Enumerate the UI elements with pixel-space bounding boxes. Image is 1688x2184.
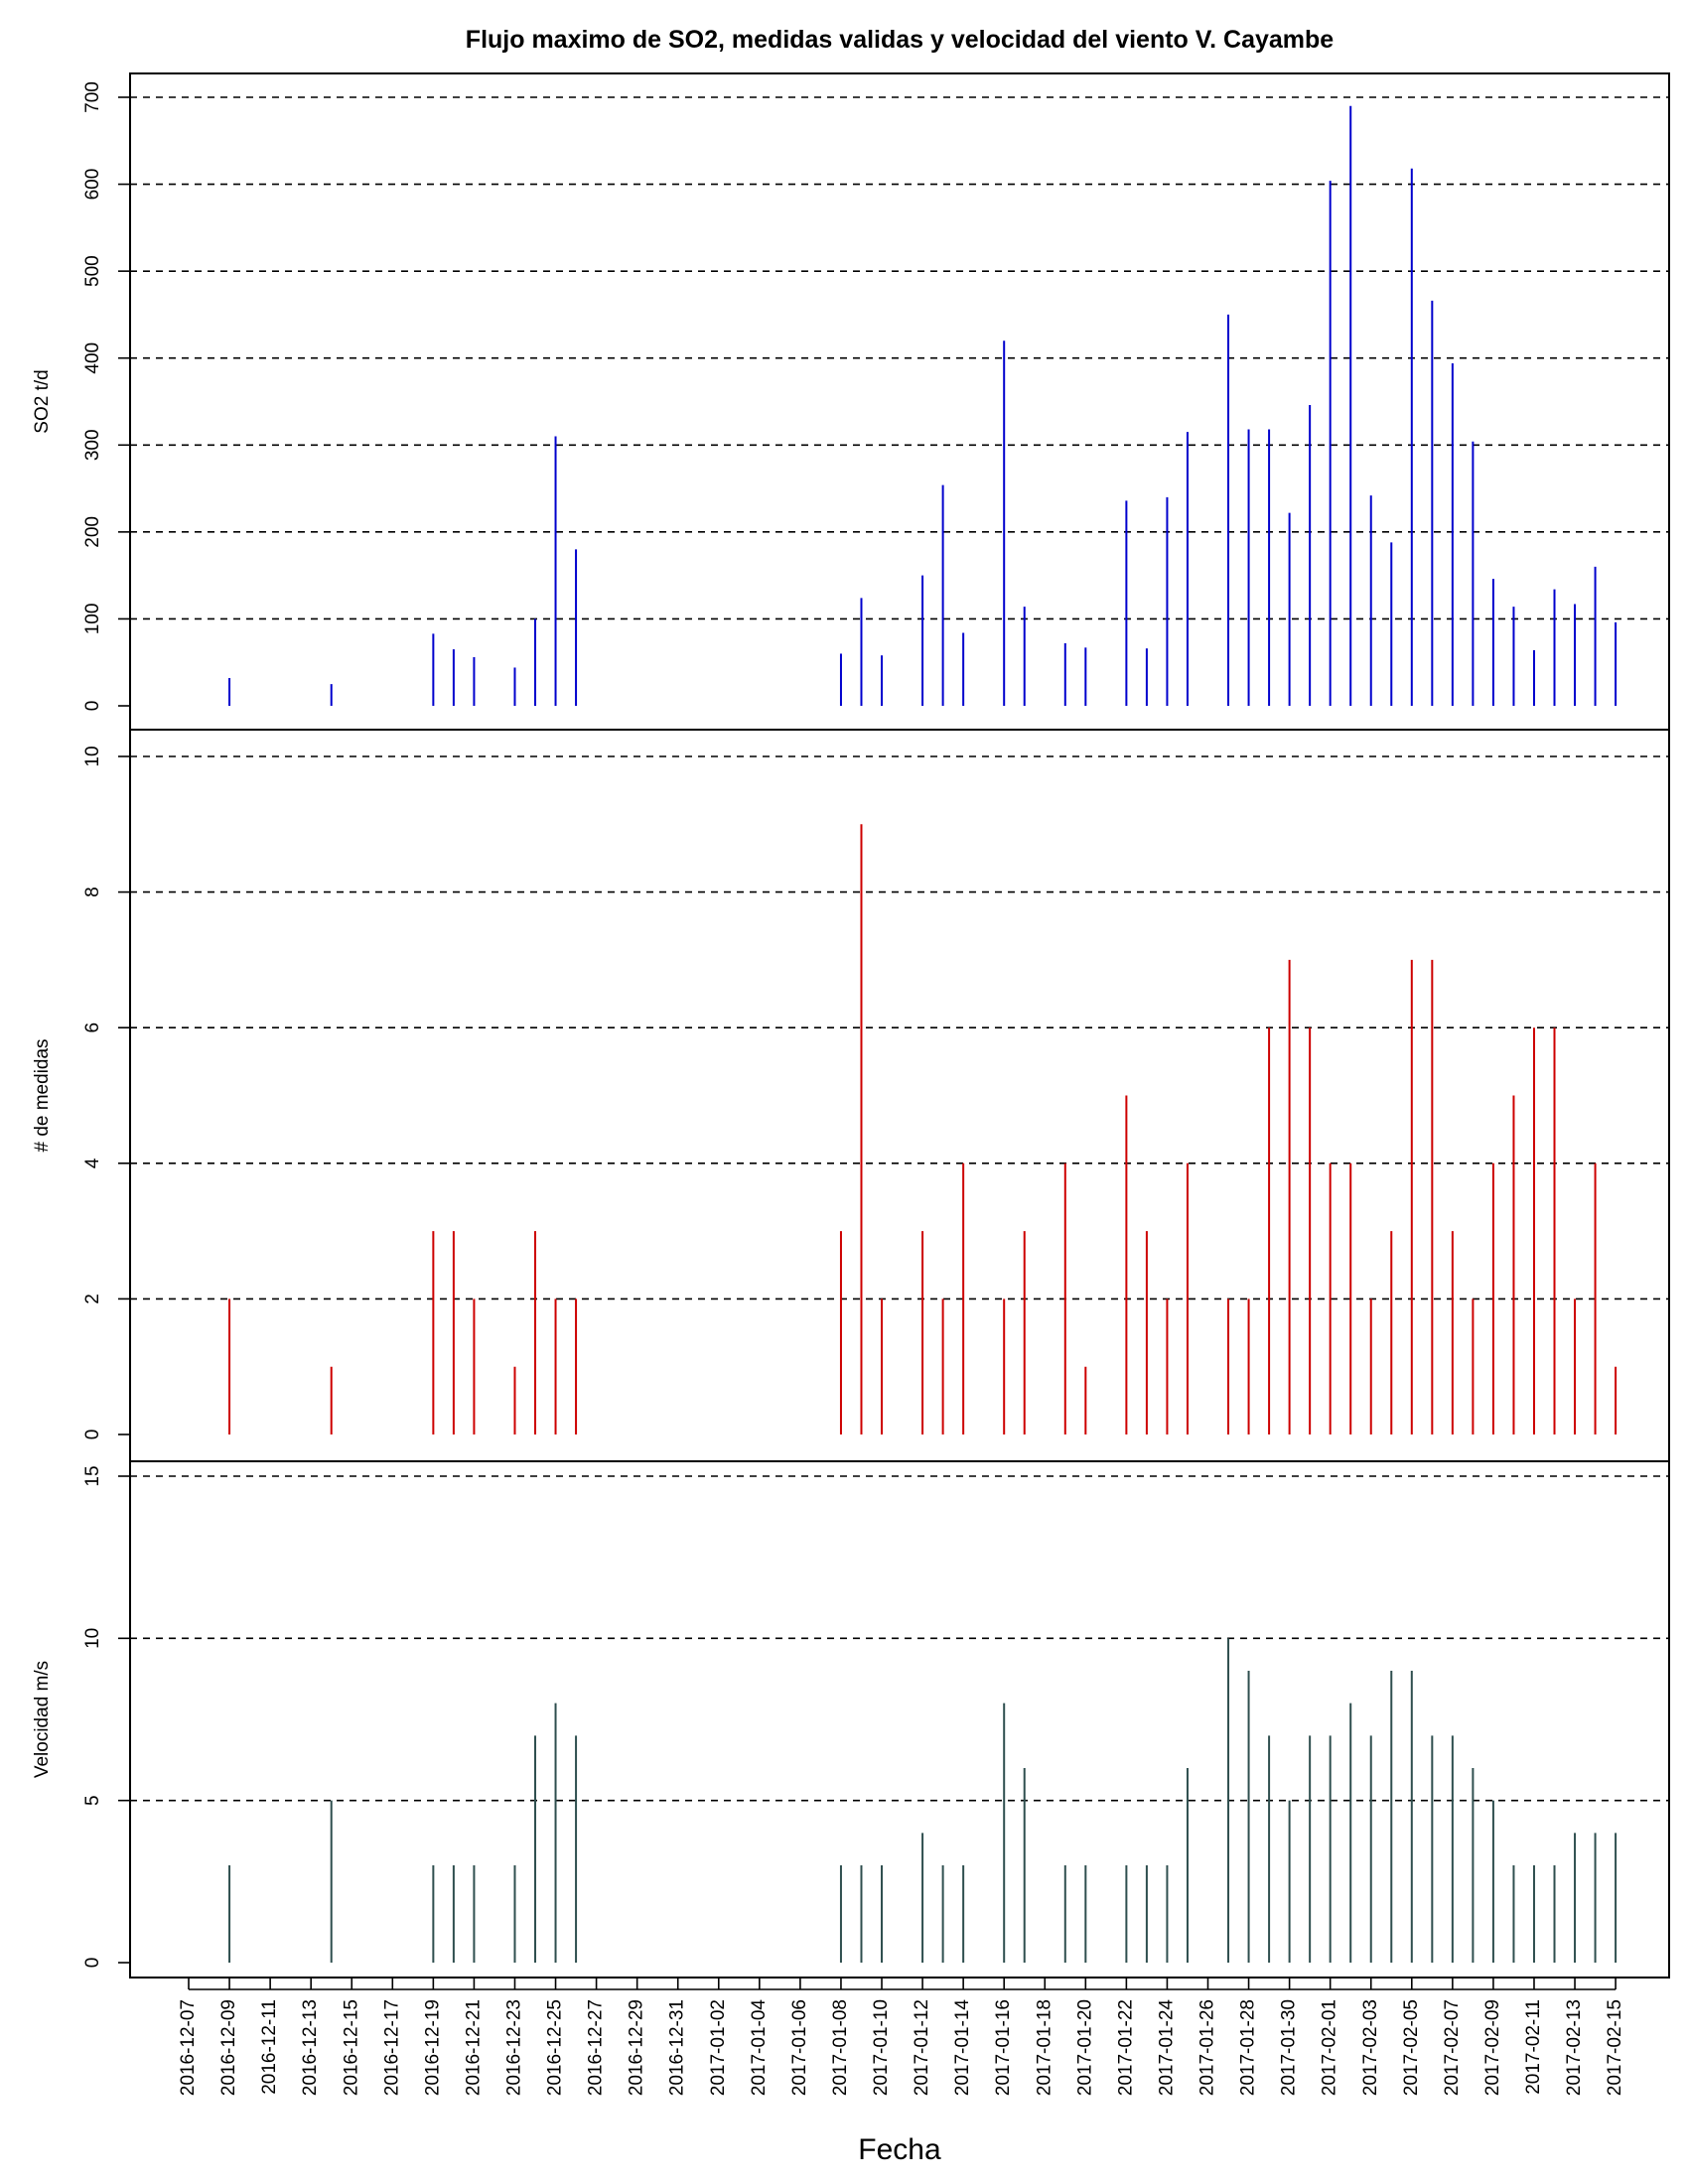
y-tick-label: 100 <box>82 604 103 635</box>
x-tick-label: 2017-02-09 <box>1482 1999 1503 2096</box>
x-tick-label: 2017-01-22 <box>1115 1999 1136 2096</box>
y-tick-label: 2 <box>82 1294 103 1304</box>
y-axis-label: # de medidas <box>32 1038 53 1152</box>
x-tick-label: 2016-12-17 <box>381 1999 402 2096</box>
y-axis-middle: 0 2 4 6 8 10 <box>82 746 130 1439</box>
x-tick-label: 2017-02-13 <box>1564 1999 1585 2096</box>
x-tick-label: 2017-01-14 <box>952 1999 973 2097</box>
y-tick-label: 6 <box>82 1023 103 1033</box>
y-tick-label: 300 <box>82 429 103 461</box>
panel-bottom: 0 5 10 15 Velocidad m/s <box>32 1460 1670 1979</box>
x-tick-label: 2017-01-20 <box>1074 1999 1095 2096</box>
x-tick-label: 2017-01-26 <box>1197 1999 1218 2096</box>
x-tick-label: 2017-01-24 <box>1156 1999 1177 2097</box>
y-tick-label: 200 <box>82 516 103 548</box>
x-tick-label: 2016-12-15 <box>341 1999 361 2096</box>
x-axis-label: Fecha <box>858 2133 941 2166</box>
y-tick-label: 5 <box>82 1795 103 1806</box>
y-tick-label: 8 <box>82 887 103 897</box>
x-tick-label: 2016-12-19 <box>422 1999 443 2096</box>
x-tick-label: 2016-12-23 <box>503 1999 524 2096</box>
plot-frame <box>129 72 1670 731</box>
y-tick-label: 400 <box>82 342 103 374</box>
y-tick-label: 700 <box>82 81 103 113</box>
x-tick-label: 2017-02-03 <box>1360 1999 1381 2096</box>
chart-title: Flujo maximo de SO2, medidas validas y v… <box>466 26 1334 54</box>
x-tick-label: 2017-01-12 <box>912 1999 932 2096</box>
x-tick-label: 2016-12-25 <box>545 1999 566 2096</box>
plot-frame <box>129 1460 1670 1979</box>
y-tick-label: 0 <box>82 701 103 712</box>
y-tick-label: 10 <box>82 746 103 766</box>
x-tick-label: 2017-02-05 <box>1401 1999 1422 2096</box>
x-tick-label: 2017-02-07 <box>1442 1999 1463 2096</box>
x-tick-label: 2017-01-10 <box>871 1999 892 2096</box>
y-tick-label: 500 <box>82 255 103 287</box>
x-tick-label: 2017-01-16 <box>993 1999 1014 2096</box>
x-tick-label: 2017-01-28 <box>1238 1999 1259 2096</box>
x-tick-label: 2017-01-04 <box>749 1999 770 2097</box>
x-tick-label: 2016-12-21 <box>463 1999 484 2096</box>
y-tick-label: 10 <box>82 1628 103 1649</box>
x-tick-label: 2016-12-31 <box>667 1999 688 2096</box>
x-tick-label: 2017-01-30 <box>1279 1999 1300 2096</box>
y-tick-label: 4 <box>82 1158 103 1168</box>
panel-top: 0 100 200 300 400 500 600 700 SO2 t/d <box>32 72 1670 731</box>
y-axis-label: SO2 t/d <box>32 369 53 433</box>
x-tick-label: 2017-01-02 <box>708 1999 729 2096</box>
x-tick-label: 2017-02-15 <box>1605 1999 1625 2096</box>
x-axis: 2016-12-07 2016-12-09 2016-12-11 2016-12-13… <box>178 1978 1625 2096</box>
x-tick-label: 2017-01-08 <box>830 1999 851 2096</box>
y-axis-top: 0 100 200 300 400 500 600 700 <box>82 81 130 711</box>
x-tick-label: 2016-12-11 <box>259 1999 280 2095</box>
x-tick-label: 2017-01-18 <box>1034 1999 1055 2096</box>
y-axis-bottom: 0 5 10 15 <box>82 1465 130 1968</box>
x-tick-label: 2016-12-09 <box>218 1999 239 2096</box>
x-tick-label: 2017-01-06 <box>789 1999 810 2096</box>
x-tick-label: 2017-02-11 <box>1523 1999 1544 2095</box>
y-axis-label: Velocidad m/s <box>32 1661 53 1778</box>
x-tick-label: 2016-12-29 <box>627 1999 647 2096</box>
y-tick-label: 600 <box>82 169 103 201</box>
y-tick-label: 0 <box>82 1958 103 1969</box>
y-tick-label: 15 <box>82 1465 103 1486</box>
panel-middle: 0 2 4 6 8 10 # de medidas <box>32 729 1670 1462</box>
plot-frame <box>129 729 1670 1462</box>
y-tick-label: 0 <box>82 1430 103 1440</box>
x-tick-label: 2016-12-13 <box>300 1999 321 2096</box>
x-tick-label: 2016-12-07 <box>178 1999 199 2096</box>
x-tick-label: 2016-12-27 <box>586 1999 607 2096</box>
x-tick-label: 2017-02-01 <box>1320 1999 1340 2096</box>
